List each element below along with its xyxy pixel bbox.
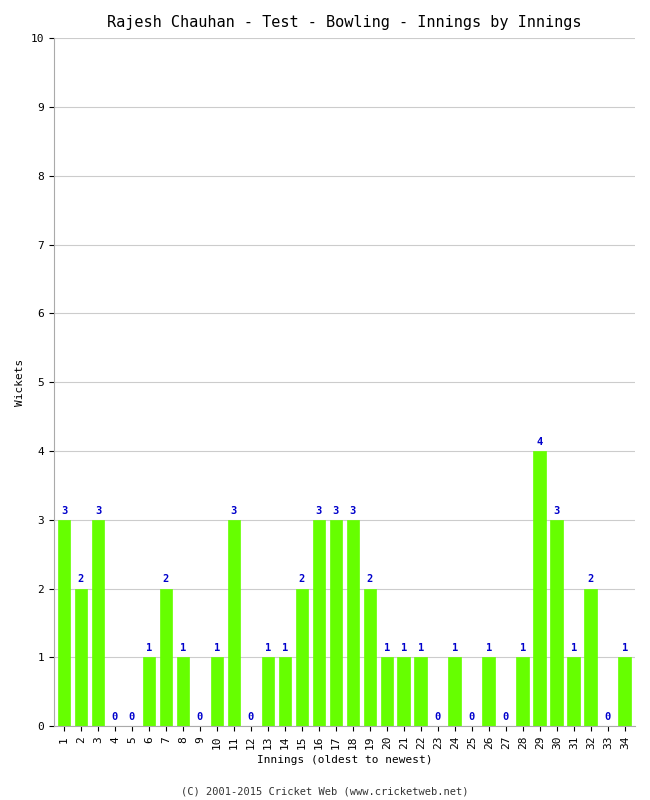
Text: 1: 1 [486,643,492,654]
Bar [517,658,529,726]
Y-axis label: Wickets: Wickets [15,358,25,406]
Text: 0: 0 [129,712,135,722]
Text: 1: 1 [571,643,577,654]
Text: 3: 3 [316,506,322,516]
Bar [398,658,410,726]
Text: 0: 0 [248,712,254,722]
Text: 3: 3 [95,506,101,516]
Text: 3: 3 [231,506,237,516]
Text: 3: 3 [350,506,356,516]
Text: 1: 1 [384,643,390,654]
Bar [618,658,631,726]
Text: 1: 1 [621,643,628,654]
Text: 0: 0 [112,712,118,722]
Bar [534,451,546,726]
Text: 4: 4 [537,437,543,447]
Bar [330,520,343,726]
Text: 1: 1 [146,643,152,654]
Text: 1: 1 [401,643,407,654]
X-axis label: Innings (oldest to newest): Innings (oldest to newest) [257,755,432,765]
Bar [584,589,597,726]
Text: (C) 2001-2015 Cricket Web (www.cricketweb.net): (C) 2001-2015 Cricket Web (www.cricketwe… [181,786,469,796]
Bar [279,658,291,726]
Bar [313,520,325,726]
Bar [261,658,274,726]
Text: 1: 1 [282,643,288,654]
Text: 0: 0 [469,712,475,722]
Text: 0: 0 [502,712,509,722]
Bar [380,658,393,726]
Bar [448,658,461,726]
Text: 2: 2 [78,574,84,585]
Bar [75,589,87,726]
Bar [142,658,155,726]
Bar [58,520,70,726]
Text: 0: 0 [197,712,203,722]
Bar [482,658,495,726]
Text: 2: 2 [588,574,594,585]
Bar [296,589,308,726]
Bar [346,520,359,726]
Bar [211,658,224,726]
Bar [415,658,427,726]
Text: 1: 1 [418,643,424,654]
Title: Rajesh Chauhan - Test - Bowling - Innings by Innings: Rajesh Chauhan - Test - Bowling - Inning… [107,15,582,30]
Text: 1: 1 [520,643,526,654]
Text: 3: 3 [554,506,560,516]
Bar [159,589,172,726]
Text: 3: 3 [61,506,67,516]
Text: 0: 0 [435,712,441,722]
Bar [177,658,189,726]
Text: 0: 0 [604,712,611,722]
Text: 2: 2 [299,574,305,585]
Bar [363,589,376,726]
Text: 2: 2 [367,574,373,585]
Text: 1: 1 [214,643,220,654]
Text: 3: 3 [333,506,339,516]
Text: 2: 2 [162,574,169,585]
Text: 1: 1 [265,643,271,654]
Text: 1: 1 [180,643,186,654]
Bar [567,658,580,726]
Bar [92,520,105,726]
Bar [227,520,240,726]
Bar [551,520,563,726]
Text: 1: 1 [452,643,458,654]
